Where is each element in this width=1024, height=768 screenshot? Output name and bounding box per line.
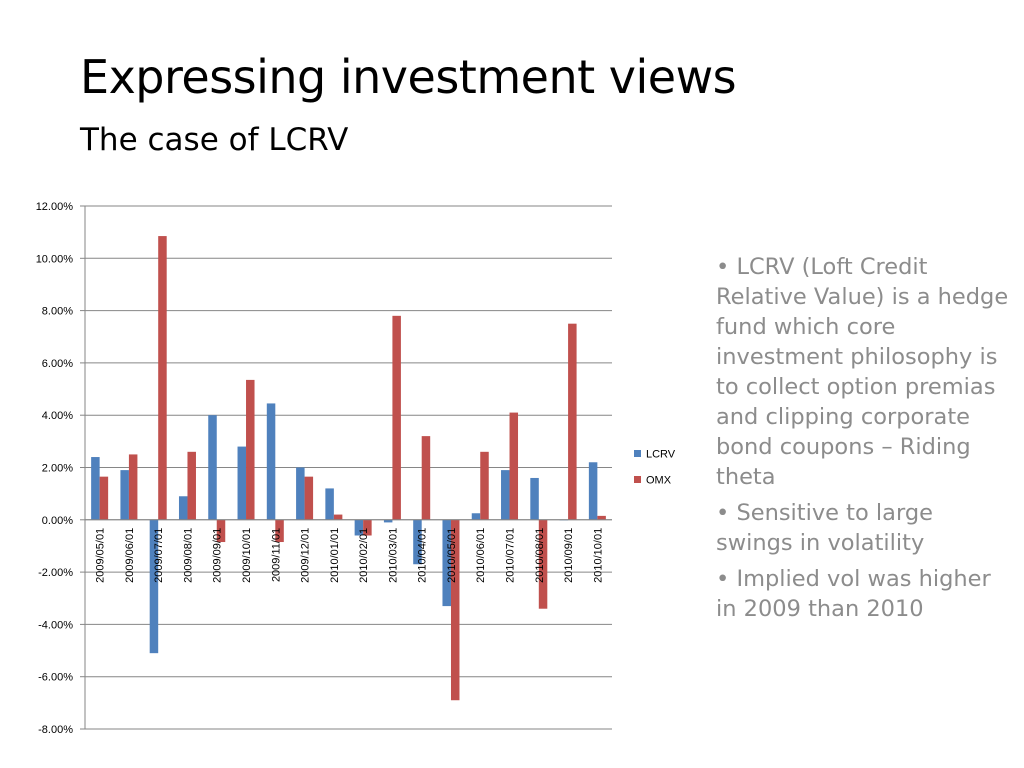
bar-lcrv	[501, 470, 510, 520]
bar-omx	[392, 315, 401, 520]
bar-lcrv	[178, 496, 188, 520]
y-tick-label: -8.00%	[38, 724, 73, 736]
x-tick-label: 2010/03/01	[387, 528, 399, 583]
bar-lcrv	[354, 519, 364, 536]
legend-label-lcrv: LCRV	[646, 449, 676, 461]
bar-omx	[450, 519, 460, 701]
y-tick-label: 2.00%	[42, 463, 73, 475]
bar-omx	[158, 236, 167, 520]
returns-bar-chart: 12.00% 10.00% 8.00% 6.00% 4.00% 2.00% 0.00% -2.…	[36, 201, 676, 736]
bar-omx	[568, 323, 577, 520]
bar-lcrv	[149, 519, 159, 654]
bar-lcrv	[588, 462, 598, 520]
x-tick-label: 2010/01/01	[329, 528, 341, 583]
bar-lcrv	[471, 513, 481, 520]
bar-lcrv	[120, 470, 129, 520]
y-tick-label: 0.00%	[42, 515, 73, 527]
x-tick-label: 2010/08/01	[534, 528, 546, 583]
x-tick-label: 2010/02/01	[358, 528, 370, 583]
bar-omx	[597, 515, 606, 520]
bullet-item: • Implied vol was higher in 2009 than 20…	[716, 566, 991, 622]
bar-lcrv	[383, 519, 393, 523]
bar-lcrv	[442, 519, 451, 607]
x-tick-label: 2010/06/01	[475, 528, 487, 583]
legend-swatch-lcrv	[634, 450, 641, 457]
y-tick-label: 8.00%	[42, 306, 73, 318]
bar-omx	[99, 476, 109, 520]
bar-lcrv	[530, 477, 539, 520]
bar-omx	[304, 476, 314, 520]
bar-omx	[216, 519, 226, 543]
legend-label-omx: OMX	[646, 475, 672, 487]
x-tick-label: 2009/07/01	[153, 528, 165, 583]
x-tick-label: 2009/09/01	[212, 528, 224, 583]
legend-swatch-omx	[634, 476, 641, 483]
y-tick-label: 4.00%	[42, 410, 73, 422]
bar-omx	[363, 519, 372, 536]
bar-omx	[509, 412, 519, 520]
bullet-list: • LCRV (Loft Credit Relative Value) is a…	[716, 252, 1011, 630]
y-tick-label: -6.00%	[38, 672, 73, 684]
bar-lcrv	[296, 467, 305, 520]
bar-omx	[128, 454, 138, 520]
bullet-text: LCRV (Loft Credit Relative Value) is a h…	[716, 254, 1009, 490]
x-tick-label: 2009/06/01	[124, 528, 136, 583]
y-tick-label: 6.00%	[42, 358, 73, 370]
x-tick-label: 2010/07/01	[505, 528, 517, 583]
bar-omx	[275, 519, 284, 543]
bar-lcrv	[237, 446, 247, 520]
bar-omx	[480, 451, 489, 520]
y-tick-label: 10.00%	[36, 253, 74, 265]
x-tick-label: 2009/12/01	[300, 528, 312, 583]
slide-subtitle: The case of LCRV	[80, 122, 349, 158]
bar-lcrv	[413, 519, 422, 565]
x-tick-label: 2009/05/01	[95, 528, 107, 583]
bar-omx	[421, 436, 431, 520]
x-tick-label: 2009/10/01	[241, 528, 253, 583]
bar-lcrv	[266, 403, 276, 520]
y-tick-label: -4.00%	[38, 619, 73, 631]
x-tick-label: 2009/08/01	[182, 528, 194, 583]
x-tick-label: 2010/04/01	[417, 528, 429, 583]
bullet-text: Implied vol was higher in 2009 than 2010	[716, 566, 991, 622]
bar-omx	[333, 514, 343, 520]
bar-lcrv	[91, 457, 100, 520]
x-tick-label: 2010/09/01	[563, 528, 575, 583]
bullet-text: Sensitive to large swings in volatility	[716, 500, 933, 556]
bullet-item: • LCRV (Loft Credit Relative Value) is a…	[716, 254, 1009, 490]
bar-lcrv	[325, 488, 334, 520]
bullet-item: • Sensitive to large swings in volatilit…	[716, 500, 933, 556]
bar-omx	[538, 519, 548, 609]
slide-title: Expressing investment views	[80, 50, 737, 104]
y-tick-label: 12.00%	[36, 201, 74, 213]
x-tick-label: 2010/10/01	[592, 528, 604, 583]
x-tick-label: 2010/05/01	[446, 528, 458, 583]
y-tick-label: -2.00%	[38, 567, 73, 579]
x-tick-label: 2009/11/01	[270, 528, 282, 582]
bar-lcrv	[208, 415, 217, 520]
bar-omx	[246, 379, 255, 520]
bar-omx	[187, 451, 196, 520]
